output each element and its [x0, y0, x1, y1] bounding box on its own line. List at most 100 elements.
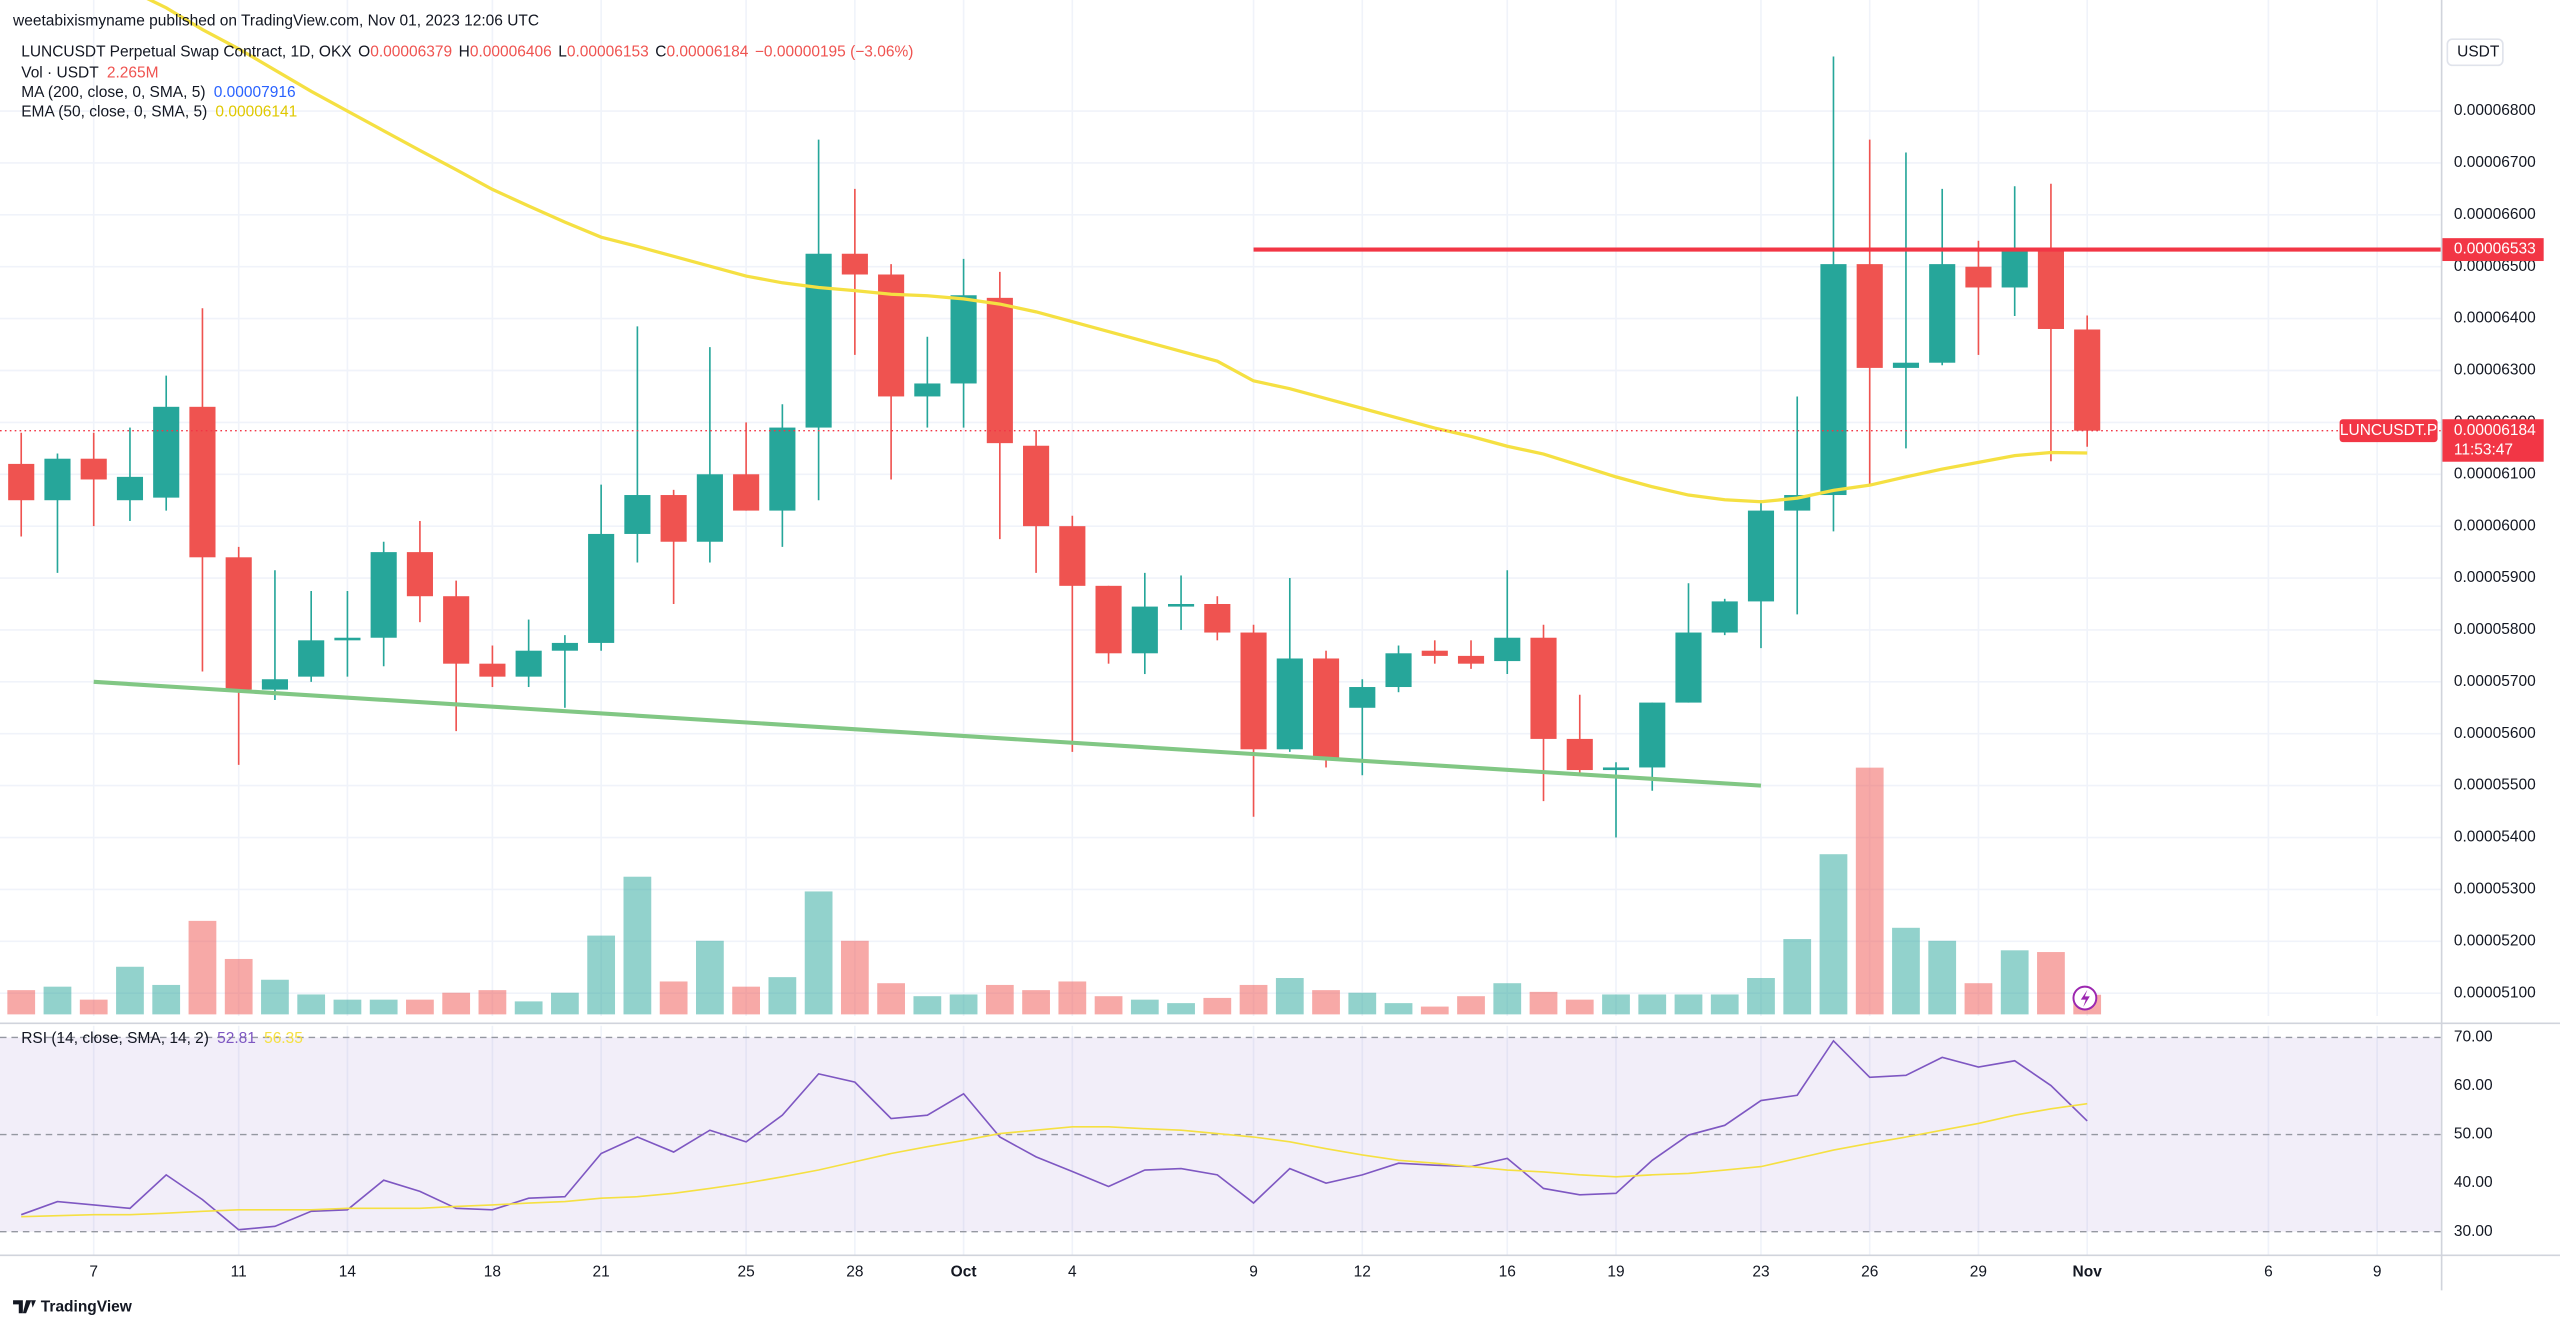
ohlc-key: H: [459, 43, 470, 60]
published-note: weetabixismyname published on TradingVie…: [12, 12, 539, 29]
axis-unit: USDT: [2457, 43, 2500, 60]
rsi-ma-line: [21, 1102, 2088, 1218]
x-tick-label: 9: [1249, 1264, 1258, 1281]
volume-bar: [949, 994, 978, 1015]
y-tick-label: 0.00005200: [2454, 932, 2536, 949]
last-price-tag: [2442, 419, 2544, 462]
volume-bar: [152, 984, 181, 1015]
volume-bar: [1855, 767, 1884, 1015]
candle-body: [588, 533, 615, 643]
volume-bar: [1529, 991, 1558, 1015]
rsi-tick-label: 70.00: [2454, 1029, 2493, 1046]
volume-bar: [7, 990, 36, 1015]
candle-body: [1095, 585, 1122, 654]
candle-body: [1530, 637, 1557, 739]
volume-bar: [1892, 927, 1920, 1015]
volume-bar: [1239, 984, 1268, 1015]
volume-bar: [840, 940, 869, 1015]
x-tick-label: 25: [737, 1264, 754, 1281]
candle-body: [1602, 767, 1630, 771]
symbol-tag-label: LUNCUSDT.P: [2340, 422, 2437, 439]
candle-body: [1892, 362, 1920, 368]
candle-body: [1675, 632, 1702, 703]
candle-body: [624, 495, 651, 534]
symbol-tag: [2339, 419, 2438, 443]
y-tick-label: 0.00005700: [2454, 673, 2536, 690]
volume-bar: [732, 986, 760, 1015]
change: −0.00000195 (−3.06%): [755, 43, 914, 60]
volume-bar: [1457, 996, 1485, 1015]
ohlc-key: C: [655, 43, 666, 60]
y-tick-label: 0.00005400: [2454, 829, 2536, 846]
volume-bar: [1167, 1003, 1195, 1015]
rsi-pane: [0, 1036, 2441, 1233]
candle-body: [1711, 601, 1738, 633]
volume-pane: [7, 767, 2102, 1015]
candle-body: [1131, 606, 1158, 654]
rsi-tick-label: 50.00: [2454, 1126, 2493, 1143]
candle-body: [189, 406, 216, 558]
volume-bar: [1312, 990, 1340, 1015]
candle-body: [950, 295, 977, 384]
candle-body: [1168, 604, 1195, 607]
candle-body: [2074, 329, 2101, 431]
volume-bar: [1783, 939, 1812, 1015]
volume-bar: [985, 984, 1014, 1015]
x-tick-label: 9: [2373, 1264, 2382, 1281]
volume-bar: [514, 1001, 543, 1015]
x-tick-label: 26: [1861, 1264, 1878, 1281]
candle-body: [2001, 248, 2028, 288]
volume-bar: [1964, 983, 1993, 1015]
candle-body: [1312, 658, 1340, 760]
candle-body: [44, 458, 71, 501]
rsi-value: 52.81: [217, 1030, 256, 1047]
price-tag: [2442, 238, 2544, 262]
alert-icon: [2072, 985, 2098, 1011]
x-tick-label: 6: [2264, 1264, 2273, 1281]
candle-body: [225, 557, 252, 690]
x-tick-label: 19: [1607, 1264, 1624, 1281]
candle-body: [1276, 658, 1303, 750]
y-tick-label: 0.00006800: [2454, 102, 2536, 119]
x-tick-label: 28: [846, 1264, 863, 1281]
rsi-value: 56.35: [264, 1030, 303, 1047]
volume-bar: [478, 990, 507, 1015]
candle-body: [1204, 604, 1231, 633]
x-tick-label: 18: [484, 1264, 501, 1281]
x-tick-label: 16: [1499, 1264, 1516, 1281]
candle-body: [1639, 702, 1666, 768]
y-tick-label: 0.00005800: [2454, 621, 2536, 638]
x-tick-label: Nov: [2073, 1264, 2103, 1281]
y-tick-label: 0.00005500: [2454, 777, 2536, 794]
candle-body: [733, 474, 760, 511]
candle-body: [1059, 526, 1086, 586]
candle-body: [1856, 264, 1883, 368]
y-tick-label: 0.00005300: [2454, 880, 2536, 897]
rsi-title: RSI (14, close, SMA, 14, 2): [21, 1030, 209, 1047]
volume-bar: [1022, 990, 1050, 1015]
volume-bar: [1602, 994, 1630, 1015]
axes: 0.00005100 0.00005200 0.00005300 0.00005400…: [89, 38, 2544, 1281]
candle-body: [261, 679, 288, 690]
x-tick-label: 21: [593, 1264, 610, 1281]
ohlc-key: L: [558, 43, 567, 60]
candle-body: [1566, 738, 1593, 771]
rsi-tick-label: 40.00: [2454, 1174, 2493, 1191]
symbol-title: LUNCUSDT Perpetual Swap Contract, 1D, OK…: [21, 43, 352, 60]
candle-body: [660, 495, 687, 542]
candle-body: [769, 427, 796, 511]
volume-bar: [2037, 952, 2065, 1015]
candle-body: [551, 642, 578, 651]
volume-value: 2.265M: [107, 65, 159, 82]
candle-body: [80, 458, 107, 480]
countdown: 11:53:47: [2454, 441, 2513, 458]
candle-body: [515, 650, 542, 677]
indicator-value: 0.00007916: [214, 84, 296, 101]
x-tick-label: 4: [1068, 1264, 1077, 1281]
ohlc-value: 0.00006379: [370, 43, 452, 60]
ema-title: EMA (50, close, 0, SMA, 5): [21, 104, 207, 121]
y-tick-label: 0.00005100: [2454, 984, 2536, 1001]
candle-body: [479, 663, 506, 677]
legend-line: Vol · USDT 2.265M: [21, 65, 158, 82]
